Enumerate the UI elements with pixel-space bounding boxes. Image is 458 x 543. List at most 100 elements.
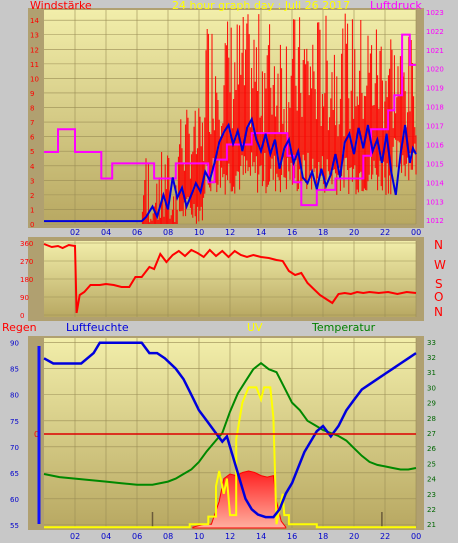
wind-y-tick-label: 13: [30, 32, 39, 40]
pressure-y-tick-label: 1015: [426, 160, 444, 168]
climate-x-tick-label: 12: [225, 532, 235, 541]
direction-y-tick-label: 180: [20, 276, 33, 284]
wind-x-tick-label: 00: [411, 228, 421, 237]
climate-x-tick-label: 00: [411, 532, 421, 541]
temperature-axis-title: Temperatur: [311, 321, 376, 334]
wind-x-tick-label: 20: [349, 228, 359, 237]
compass-label-s: S: [435, 277, 443, 291]
chart-title: 24 hour graph day : Juli 26 2017: [172, 0, 350, 12]
humidity-y-tick-label: 85: [10, 366, 19, 374]
wind-y-tick-label: 3: [30, 177, 34, 185]
temperature-y-tick-label: 25: [427, 460, 436, 468]
direction-plot-series: [43, 243, 417, 314]
temperature-line: [43, 361, 417, 486]
wind-x-tick-label: 10: [194, 228, 204, 237]
climate-x-tick-label: 22: [380, 532, 390, 541]
wind-y-tick-label: 7: [30, 119, 34, 127]
pressure-y-tick-label: 1012: [426, 217, 444, 225]
climate-x-tick-label: 04: [101, 532, 111, 541]
direction-plot-axis-labels: 0 90 180 270 360: [20, 240, 33, 320]
humidity-y-tick-label: 55: [10, 522, 19, 530]
climate-x-tick-label: 18: [318, 532, 328, 541]
wind-y-tick-label: 11: [30, 61, 39, 69]
direction-y-tick-label: 0: [20, 312, 24, 320]
humidity-y-tick-label: 70: [10, 444, 19, 452]
humidity-y-tick-label: 75: [10, 418, 19, 426]
pressure-axis-title: Luftdruck: [370, 0, 422, 12]
wind-axis-title: Windstärke: [30, 0, 92, 12]
wind-x-tick-label: 16: [287, 228, 297, 237]
wind-x-tick-label: 18: [318, 228, 328, 237]
humidity-axis-title: Luftfeuchte: [66, 321, 129, 334]
temperature-y-tick-label: 26: [427, 445, 436, 453]
wind-x-tick-label: 04: [101, 228, 111, 237]
direction-y-tick-label: 270: [20, 258, 33, 266]
wind-x-tick-label: 06: [132, 228, 142, 237]
humidity-line: [43, 341, 417, 519]
compass-label-n-top: N: [434, 238, 443, 252]
wind-x-tick-label: 08: [163, 228, 173, 237]
temperature-y-tick-label: 31: [427, 369, 436, 377]
compass-label-n-bottom: N: [434, 305, 443, 319]
wind-x-tick-label: 22: [380, 228, 390, 237]
climate-x-tick-label: 08: [163, 532, 173, 541]
direction-plot-grid: [44, 241, 417, 317]
uv-axis-title: UV: [247, 321, 263, 334]
humidity-y-tick-label: 80: [10, 392, 19, 400]
wind-y-tick-label: 10: [30, 75, 39, 83]
pressure-y-tick-label: 1017: [426, 123, 444, 131]
temperature-y-tick-label: 21: [427, 521, 436, 529]
rain-axis-title: Regen: [2, 321, 37, 334]
pressure-y-tick-label: 1023: [426, 9, 444, 17]
climate-plot-series: [43, 341, 417, 529]
humidity-y-tick-label: 65: [10, 470, 19, 478]
uv-line: [44, 386, 416, 529]
temperature-y-tick-label: 33: [427, 339, 436, 347]
temperature-y-tick-label: 23: [427, 491, 436, 499]
temperature-y-tick-label: 22: [427, 506, 436, 514]
climate-x-tick-label: 20: [349, 532, 359, 541]
wind-average-line: [44, 116, 417, 223]
wind-y-tick-label: 14: [30, 17, 39, 25]
wind-y-tick-label: 4: [30, 163, 35, 171]
rain-zero-label: 0: [34, 430, 39, 439]
climate-plot-axis-labels: 02 04 06 08 10 12 14 16 18 20 22 00 55 60 65 70 75 80 85 90…: [10, 339, 436, 541]
temperature-y-tick-label: 30: [427, 384, 436, 392]
compass-label-o: O: [434, 290, 443, 304]
wind-x-tick-label: 14: [256, 228, 266, 237]
wind-y-tick-label: 6: [30, 134, 35, 142]
climate-x-tick-label: 06: [132, 532, 142, 541]
pressure-y-tick-label: 1019: [426, 85, 444, 93]
temperature-y-tick-label: 27: [427, 430, 436, 438]
wind-x-tick-label: 02: [70, 228, 80, 237]
wind-plot-axis-labels: 02 04 06 08 10 12 14 16 18 20 22 000123456789101112…: [30, 9, 444, 237]
temperature-y-tick-label: 29: [427, 400, 436, 408]
humidity-y-tick-label: 90: [10, 340, 19, 348]
temperature-y-tick-label: 32: [427, 354, 436, 362]
wind-y-tick-label: 9: [30, 90, 34, 98]
pressure-y-tick-label: 1014: [426, 179, 444, 187]
pressure-y-tick-label: 1018: [426, 104, 444, 112]
climate-x-tick-label: 02: [70, 532, 80, 541]
wind-y-tick-label: 1: [30, 206, 34, 214]
wind-direction-line: [43, 243, 417, 314]
wind-y-tick-label: 0: [30, 221, 34, 229]
wind-y-tick-label: 5: [30, 148, 34, 156]
pressure-y-tick-label: 1020: [426, 66, 444, 74]
compass-labels: N W S O N: [434, 238, 446, 319]
climate-x-tick-label: 10: [194, 532, 204, 541]
wind-x-tick-label: 12: [225, 228, 235, 237]
climate-x-tick-label: 14: [256, 532, 266, 541]
wind-y-tick-label: 2: [30, 192, 34, 200]
pressure-y-tick-label: 1013: [426, 198, 444, 206]
direction-y-tick-label: 90: [20, 294, 29, 302]
direction-y-tick-label: 360: [20, 240, 33, 248]
climate-x-tick-label: 16: [287, 532, 297, 541]
humidity-y-tick-label: 60: [10, 496, 19, 504]
wind-plot-series: [44, 13, 417, 224]
wind-y-tick-label: 12: [30, 46, 39, 54]
compass-label-w: W: [434, 258, 446, 272]
temperature-y-tick-label: 24: [427, 476, 436, 484]
